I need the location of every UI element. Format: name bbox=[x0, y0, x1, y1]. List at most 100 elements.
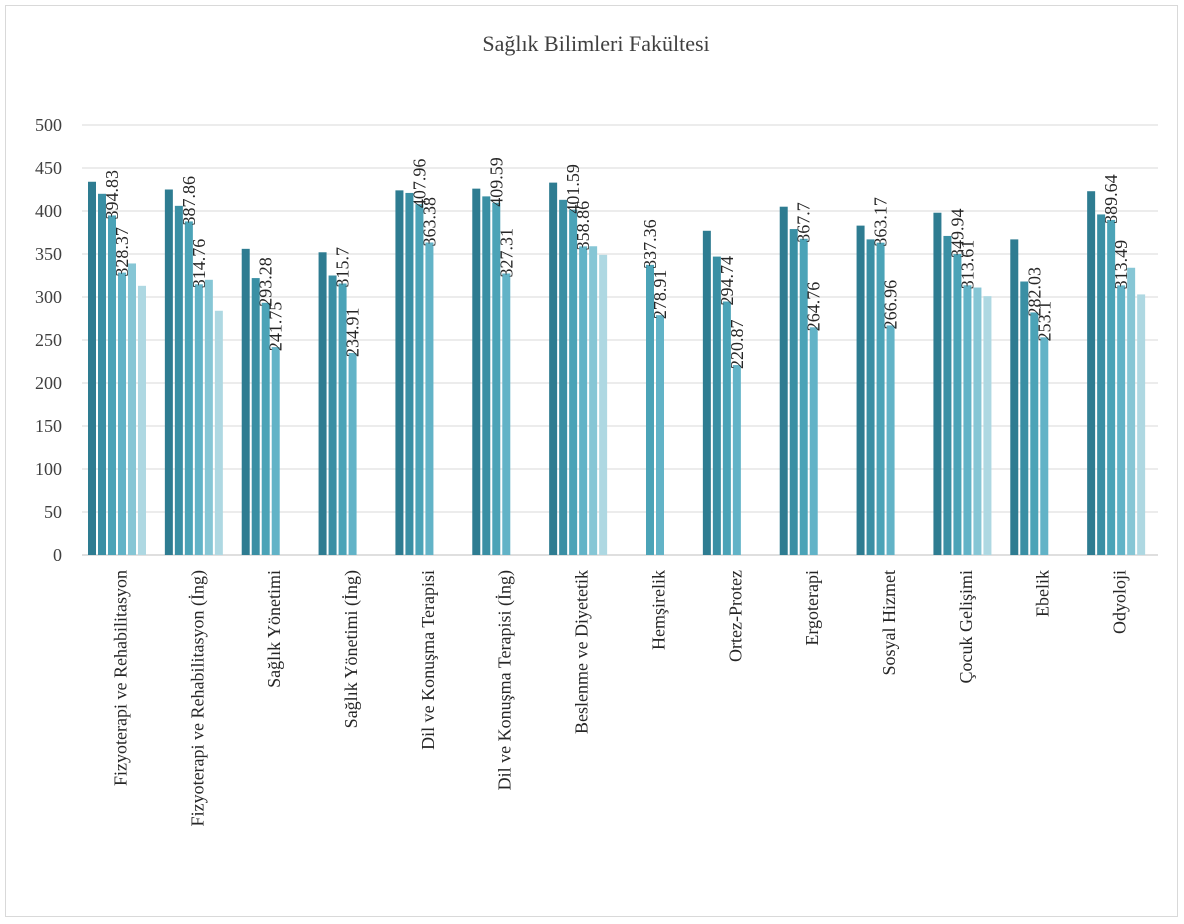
bar bbox=[482, 196, 491, 555]
chart-title: Sağlık Bilimleri Fakültesi bbox=[482, 31, 709, 56]
bar bbox=[549, 182, 558, 555]
bar bbox=[88, 181, 96, 555]
data-label: 401.59 bbox=[563, 164, 583, 214]
data-label: 241.75 bbox=[266, 302, 286, 352]
bar bbox=[589, 246, 598, 555]
data-label: 407.96 bbox=[409, 159, 429, 209]
bar bbox=[1087, 191, 1096, 555]
bar bbox=[472, 188, 481, 555]
bar bbox=[395, 190, 404, 556]
data-label: 294.74 bbox=[717, 256, 737, 306]
data-label: 266.96 bbox=[881, 280, 901, 330]
data-label: 367.7 bbox=[794, 202, 814, 243]
bar bbox=[973, 287, 982, 555]
bar bbox=[943, 235, 952, 555]
data-label: 337.36 bbox=[640, 219, 660, 269]
data-label: 327.31 bbox=[496, 228, 516, 278]
y-tick-label: 350 bbox=[35, 244, 62, 264]
data-label: 220.87 bbox=[727, 320, 747, 370]
bar bbox=[779, 206, 788, 555]
bar bbox=[241, 248, 250, 555]
bar bbox=[405, 192, 414, 555]
data-label: 313.61 bbox=[957, 240, 977, 290]
bar bbox=[348, 352, 357, 555]
bar bbox=[118, 272, 126, 555]
y-tick-label: 0 bbox=[53, 545, 62, 565]
bar bbox=[963, 285, 972, 555]
bar bbox=[809, 327, 818, 555]
bar bbox=[1127, 267, 1136, 555]
bar bbox=[599, 254, 608, 556]
bar bbox=[866, 239, 875, 555]
data-label: 253.1 bbox=[1034, 301, 1054, 342]
bar bbox=[886, 325, 895, 555]
y-tick-label: 300 bbox=[35, 287, 62, 307]
bar bbox=[194, 284, 203, 555]
data-label: 389.64 bbox=[1101, 174, 1121, 224]
x-category-label: Odyoloji bbox=[1110, 570, 1130, 634]
bar bbox=[502, 273, 511, 555]
y-tick-label: 150 bbox=[35, 416, 62, 436]
bar bbox=[1137, 294, 1146, 555]
bar bbox=[789, 229, 798, 555]
bar bbox=[732, 365, 741, 555]
y-tick-label: 200 bbox=[35, 373, 62, 393]
data-label: 314.76 bbox=[189, 239, 209, 289]
y-tick-label: 250 bbox=[35, 330, 62, 350]
x-category-label: Çocuk Gelişimi bbox=[956, 570, 976, 684]
bar bbox=[1010, 239, 1019, 555]
bar bbox=[164, 189, 173, 555]
data-label: 234.91 bbox=[343, 307, 363, 357]
bar bbox=[799, 238, 808, 555]
data-label: 278.91 bbox=[650, 270, 670, 320]
x-category-label: Ebelik bbox=[1033, 570, 1053, 617]
x-category-label: Ergoterapi bbox=[802, 570, 822, 646]
bar bbox=[702, 230, 711, 555]
bar bbox=[656, 315, 664, 555]
x-category-label: Sağlık Yönetimi bbox=[264, 570, 284, 688]
bar bbox=[328, 275, 337, 555]
bar bbox=[251, 278, 260, 555]
data-label: 315.7 bbox=[333, 247, 353, 288]
bar bbox=[425, 242, 434, 555]
bar bbox=[318, 252, 327, 555]
bar bbox=[128, 263, 136, 555]
bar bbox=[569, 209, 578, 555]
bar bbox=[646, 264, 654, 555]
y-tick-label: 50 bbox=[44, 502, 62, 522]
data-label: 358.86 bbox=[573, 201, 593, 251]
bar bbox=[98, 193, 106, 556]
data-label: 328.37 bbox=[112, 227, 132, 277]
data-label: 363.17 bbox=[871, 197, 891, 247]
bar bbox=[559, 199, 568, 555]
x-category-label: Dil ve Konuşma Terapisi bbox=[418, 570, 438, 750]
bar bbox=[1097, 214, 1106, 555]
bar bbox=[338, 283, 347, 555]
x-category-label: Ortez-Protez bbox=[725, 570, 745, 662]
bar bbox=[1020, 281, 1029, 555]
x-category-label: Sağlık Yönetimi (İng) bbox=[341, 570, 362, 728]
data-label: 282.03 bbox=[1024, 267, 1044, 317]
x-category-label: Beslenme ve Diyetetik bbox=[572, 570, 592, 734]
bar bbox=[174, 205, 183, 555]
data-label: 349.94 bbox=[947, 209, 967, 259]
bar bbox=[1117, 285, 1126, 555]
y-tick-label: 100 bbox=[35, 459, 62, 479]
x-category-label: Dil ve Konuşma Terapisi (İng) bbox=[495, 570, 516, 790]
bar bbox=[204, 279, 213, 555]
bar bbox=[184, 221, 193, 555]
bar bbox=[712, 256, 721, 555]
data-label: 264.76 bbox=[804, 282, 824, 332]
y-tick-label: 400 bbox=[35, 201, 62, 221]
bar bbox=[1107, 219, 1116, 555]
bar bbox=[1030, 312, 1039, 555]
bar bbox=[261, 302, 270, 555]
data-label: 387.86 bbox=[179, 176, 199, 226]
x-category-label: Hemşirelik bbox=[648, 570, 668, 650]
bar bbox=[271, 347, 280, 555]
bar bbox=[579, 246, 588, 555]
bar bbox=[415, 204, 424, 555]
y-tick-label: 450 bbox=[35, 158, 62, 178]
bar bbox=[108, 215, 116, 555]
